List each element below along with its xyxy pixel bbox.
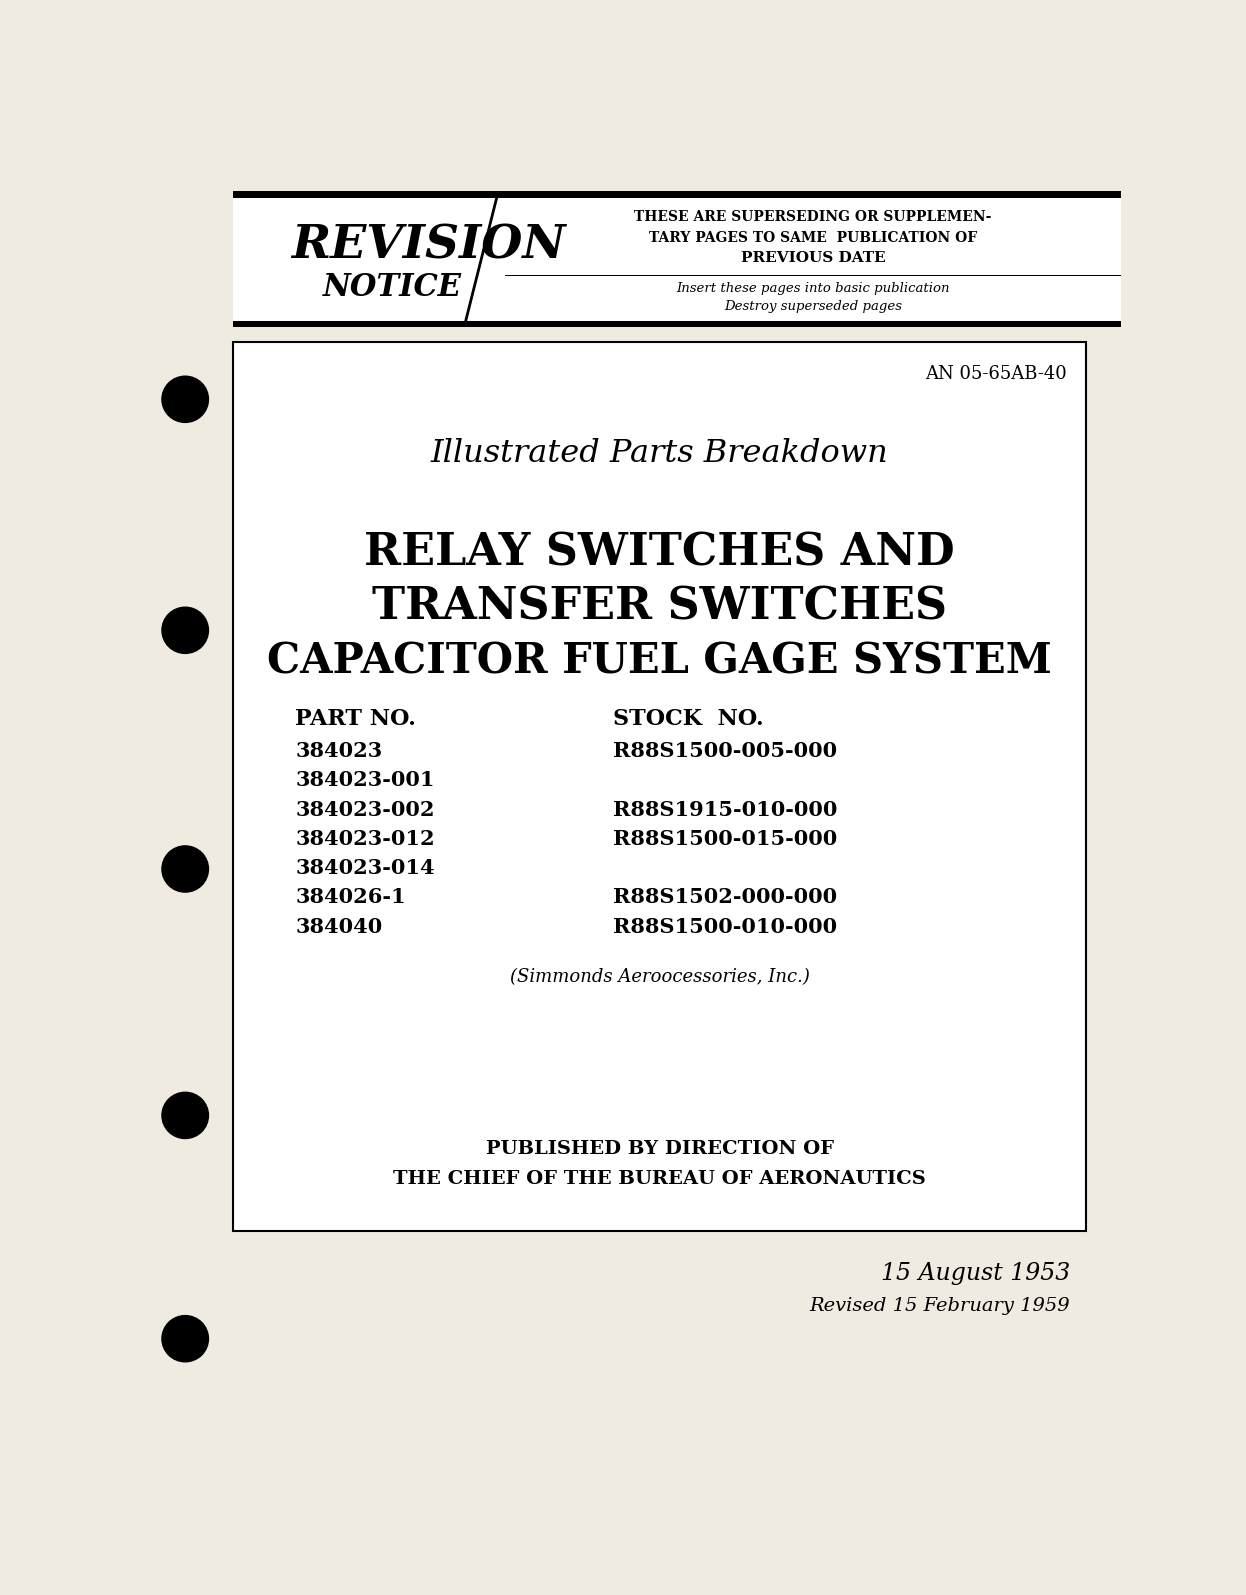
Circle shape <box>162 1093 208 1139</box>
Bar <box>233 321 1121 327</box>
Text: PREVIOUS DATE: PREVIOUS DATE <box>740 250 885 265</box>
Text: RELAY SWITCHES AND: RELAY SWITCHES AND <box>364 531 954 574</box>
Text: 384023: 384023 <box>295 742 383 761</box>
Bar <box>233 198 1121 321</box>
Text: (Simmonds Aeroocessories, Inc.): (Simmonds Aeroocessories, Inc.) <box>510 968 810 987</box>
Text: Destroy superseded pages: Destroy superseded pages <box>724 300 902 313</box>
Text: PART NO.: PART NO. <box>295 708 416 731</box>
Text: THESE ARE SUPERSEDING OR SUPPLEMEN-: THESE ARE SUPERSEDING OR SUPPLEMEN- <box>634 211 992 223</box>
Text: Revised 15 February 1959: Revised 15 February 1959 <box>810 1297 1070 1314</box>
Bar <box>233 341 1085 1231</box>
Text: Illustrated Parts Breakdown: Illustrated Parts Breakdown <box>431 437 888 469</box>
Text: STOCK  NO.: STOCK NO. <box>613 708 764 731</box>
Circle shape <box>162 845 208 892</box>
Text: AN 05-65AB-40: AN 05-65AB-40 <box>925 365 1067 383</box>
Text: R88S1502-000-000: R88S1502-000-000 <box>613 887 837 908</box>
Text: CAPACITOR FUEL GAGE SYSTEM: CAPACITOR FUEL GAGE SYSTEM <box>267 640 1052 683</box>
Text: TARY PAGES TO SAME  PUBLICATION OF: TARY PAGES TO SAME PUBLICATION OF <box>649 231 977 244</box>
Text: 15 August 1953: 15 August 1953 <box>881 1262 1070 1284</box>
Text: R88S1500-015-000: R88S1500-015-000 <box>613 829 837 849</box>
Circle shape <box>162 376 208 423</box>
Text: 384023-014: 384023-014 <box>295 858 435 879</box>
Text: R88S1500-005-000: R88S1500-005-000 <box>613 742 837 761</box>
Polygon shape <box>233 198 497 321</box>
Text: 384023-001: 384023-001 <box>295 770 435 791</box>
Text: 384040: 384040 <box>295 917 383 936</box>
Text: Insert these pages into basic publication: Insert these pages into basic publicatio… <box>677 282 949 295</box>
Text: R88S1915-010-000: R88S1915-010-000 <box>613 799 837 820</box>
Text: THE CHIEF OF THE BUREAU OF AERONAUTICS: THE CHIEF OF THE BUREAU OF AERONAUTICS <box>394 1171 926 1188</box>
Text: 384023-002: 384023-002 <box>295 799 435 820</box>
Circle shape <box>162 1316 208 1362</box>
Text: PUBLISHED BY DIRECTION OF: PUBLISHED BY DIRECTION OF <box>486 1139 834 1158</box>
Text: TRANSFER SWITCHES: TRANSFER SWITCHES <box>373 585 947 628</box>
Bar <box>505 274 1121 276</box>
Circle shape <box>162 608 208 654</box>
Text: REVISION: REVISION <box>292 222 566 268</box>
Text: 384026-1: 384026-1 <box>295 887 406 908</box>
Bar <box>233 191 1121 198</box>
Text: R88S1500-010-000: R88S1500-010-000 <box>613 917 837 936</box>
Text: 384023-012: 384023-012 <box>295 829 435 849</box>
Text: NOTICE: NOTICE <box>323 273 461 303</box>
